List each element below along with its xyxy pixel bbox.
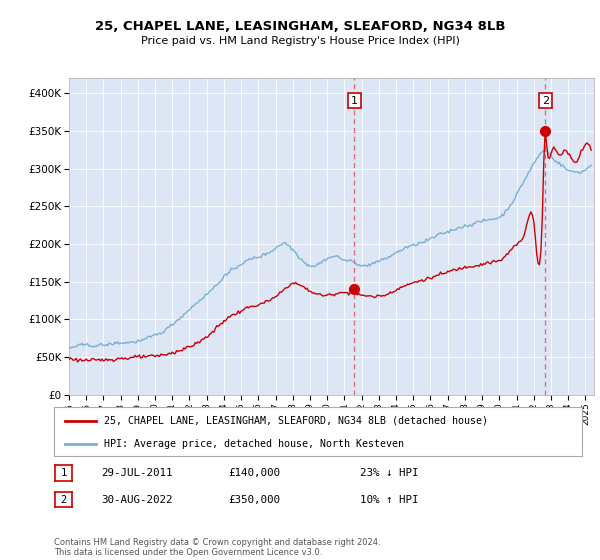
Text: Contains HM Land Registry data © Crown copyright and database right 2024.
This d: Contains HM Land Registry data © Crown c… [54,538,380,557]
Text: 25, CHAPEL LANE, LEASINGHAM, SLEAFORD, NG34 8LB (detached house): 25, CHAPEL LANE, LEASINGHAM, SLEAFORD, N… [104,416,488,426]
Text: 30-AUG-2022: 30-AUG-2022 [101,494,172,505]
Text: 2: 2 [61,494,67,505]
Text: £140,000: £140,000 [228,468,280,478]
Text: 1: 1 [351,96,358,105]
Text: 2: 2 [542,96,549,105]
Text: 25, CHAPEL LANE, LEASINGHAM, SLEAFORD, NG34 8LB: 25, CHAPEL LANE, LEASINGHAM, SLEAFORD, N… [95,20,505,32]
Text: 29-JUL-2011: 29-JUL-2011 [101,468,172,478]
Text: 23% ↓ HPI: 23% ↓ HPI [360,468,419,478]
Text: 1: 1 [61,468,67,478]
Text: 10% ↑ HPI: 10% ↑ HPI [360,494,419,505]
Text: Price paid vs. HM Land Registry's House Price Index (HPI): Price paid vs. HM Land Registry's House … [140,36,460,46]
Text: HPI: Average price, detached house, North Kesteven: HPI: Average price, detached house, Nort… [104,439,404,449]
Text: £350,000: £350,000 [228,494,280,505]
